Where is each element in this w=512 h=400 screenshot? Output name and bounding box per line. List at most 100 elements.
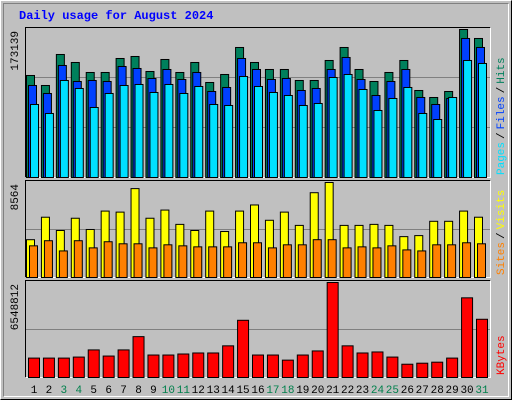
bar [74, 87, 84, 178]
bar [433, 118, 443, 178]
bar [117, 349, 130, 379]
x-tick-label: 13 [207, 385, 220, 397]
bar [222, 345, 235, 379]
y-tick-label: 173139 [10, 31, 22, 71]
legend: KBytes [496, 335, 508, 375]
bar [446, 357, 459, 379]
bar [148, 247, 158, 279]
bar [73, 240, 83, 279]
x-tick-label: 1 [31, 385, 38, 397]
bar [207, 352, 220, 378]
bar [386, 356, 399, 378]
x-tick-label: 27 [416, 385, 429, 397]
bar [477, 243, 486, 278]
bar [281, 359, 294, 378]
bar [388, 97, 398, 178]
legend-separator: / [496, 132, 508, 139]
bar [357, 246, 367, 279]
x-tick-label: 4 [75, 385, 82, 397]
bar [57, 357, 70, 379]
legend: Pages / Files / Hits [496, 57, 508, 175]
bar [311, 350, 324, 378]
x-tick-label: 9 [150, 385, 157, 397]
frame-inner-light [3, 3, 509, 397]
bar [403, 86, 413, 178]
x-tick-label: 23 [356, 385, 369, 397]
bar [208, 246, 218, 279]
bar [462, 242, 472, 278]
bar [401, 363, 414, 378]
chart-title: Daily usage for August 2024 [19, 9, 213, 23]
bar [356, 352, 369, 378]
panel-frame-dark [25, 180, 491, 278]
bar [313, 102, 323, 178]
bar [432, 244, 442, 278]
bar [147, 354, 160, 378]
panel-frame-dark [25, 280, 491, 378]
bar [254, 85, 263, 178]
bar [418, 112, 428, 178]
bar [326, 282, 339, 378]
bar [102, 355, 115, 379]
legend-entry: KBytes [496, 335, 508, 375]
bar [118, 243, 128, 278]
bar [327, 239, 337, 278]
bar [119, 84, 129, 178]
bar [29, 245, 38, 278]
x-tick-label: 28 [431, 385, 444, 397]
bar [252, 354, 264, 378]
bar [372, 247, 382, 279]
bar [58, 250, 68, 278]
y-tick-label: 6548812 [10, 284, 22, 330]
bar [104, 92, 114, 178]
bar [238, 242, 248, 278]
legend-entry: Sites [496, 242, 508, 275]
bar [447, 244, 457, 278]
x-tick-label: 15 [236, 385, 249, 397]
x-tick-label: 14 [222, 385, 236, 397]
bar [283, 94, 293, 178]
bar [387, 245, 397, 278]
bar [237, 319, 250, 378]
x-tick-label: 31 [475, 385, 489, 397]
bar [88, 247, 98, 279]
legend: Sites / Visits [496, 190, 508, 275]
bar [268, 91, 278, 178]
bar [402, 249, 412, 278]
bar [28, 357, 40, 379]
bar [194, 85, 204, 178]
bar [103, 241, 113, 279]
bar [342, 247, 352, 279]
bar [266, 354, 279, 378]
bar [193, 246, 203, 279]
bar [476, 318, 488, 379]
bar [42, 357, 55, 379]
bar [341, 345, 354, 379]
panel-frame-dark [25, 27, 491, 178]
x-tick-label: 3 [61, 385, 68, 397]
bar [192, 352, 205, 378]
x-tick-label: 29 [446, 385, 459, 397]
x-tick-label: 17 [266, 385, 279, 397]
x-tick-label: 26 [401, 385, 414, 397]
bar [72, 356, 85, 378]
y-tick-label: 8564 [10, 184, 22, 211]
bar [43, 240, 53, 279]
bar [132, 336, 145, 379]
bar [177, 353, 190, 379]
bar [59, 79, 69, 178]
bar [89, 106, 99, 178]
legend-entry: Pages [496, 142, 508, 175]
bar [373, 109, 383, 178]
x-tick-label: 5 [90, 385, 97, 397]
bar [358, 88, 368, 178]
x-tick-label: 7 [120, 385, 127, 397]
bar [296, 354, 309, 378]
x-tick-label: 8 [135, 385, 142, 397]
bar [343, 73, 353, 178]
legend-separator: / [496, 87, 508, 94]
bar [163, 244, 173, 278]
bar [44, 112, 54, 178]
